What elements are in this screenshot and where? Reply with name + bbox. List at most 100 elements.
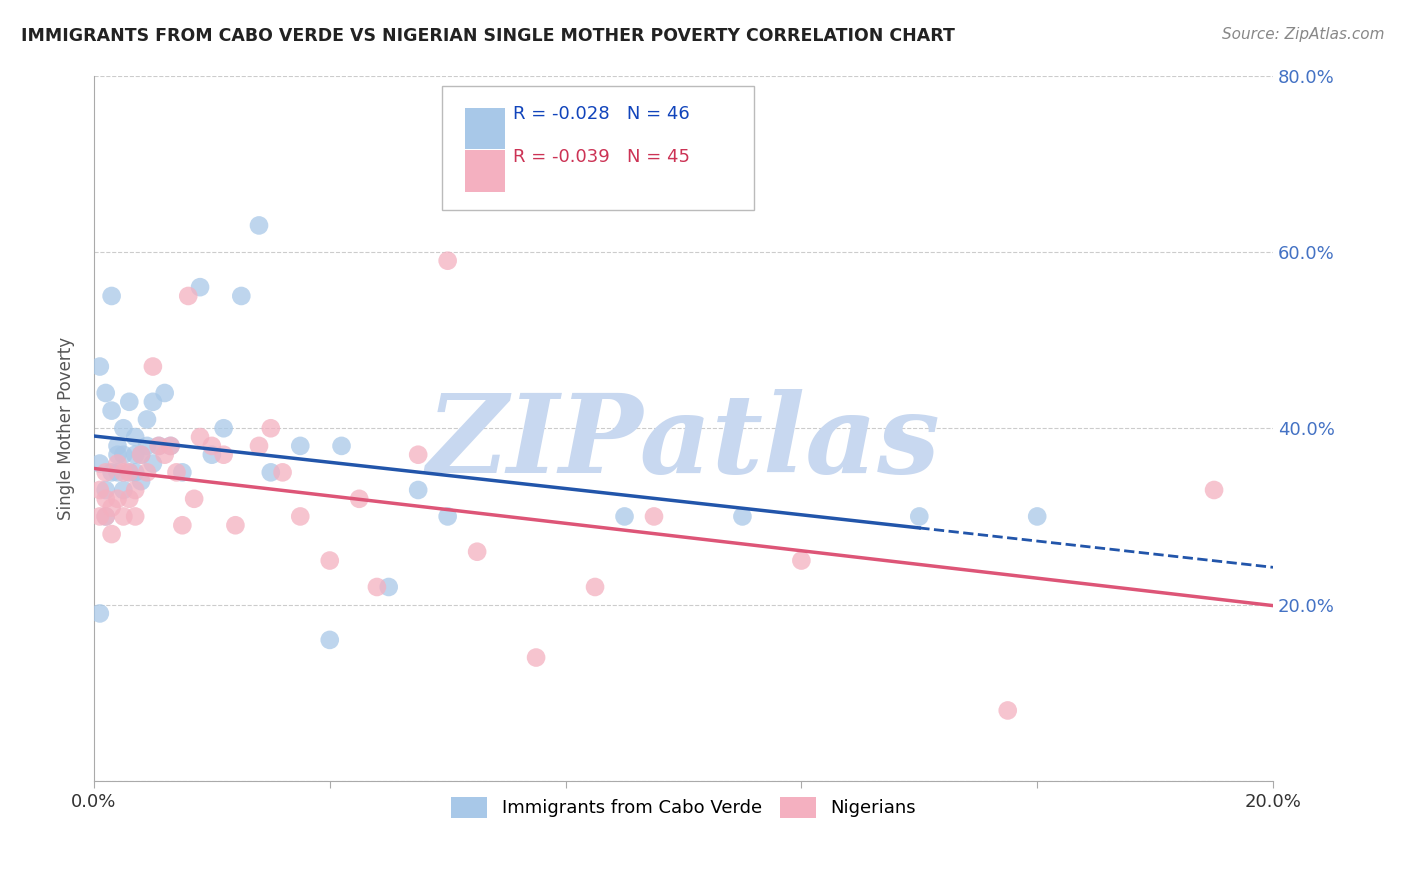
Point — [201, 448, 224, 462]
Point — [524, 650, 547, 665]
Point — [201, 439, 224, 453]
Point — [790, 553, 813, 567]
Point — [148, 439, 170, 453]
Point — [124, 466, 146, 480]
Point — [136, 439, 159, 453]
Point — [247, 439, 270, 453]
Point — [89, 457, 111, 471]
Point — [177, 289, 200, 303]
Point — [100, 500, 122, 515]
FancyBboxPatch shape — [465, 108, 505, 149]
Point — [406, 483, 429, 497]
Point — [118, 466, 141, 480]
FancyBboxPatch shape — [465, 150, 505, 192]
Legend: Immigrants from Cabo Verde, Nigerians: Immigrants from Cabo Verde, Nigerians — [444, 789, 924, 825]
Point — [231, 289, 253, 303]
Point — [100, 403, 122, 417]
Point — [1026, 509, 1049, 524]
Point — [107, 466, 129, 480]
Point — [465, 545, 488, 559]
Point — [107, 448, 129, 462]
Point — [129, 474, 152, 488]
Point — [112, 509, 135, 524]
Point — [643, 509, 665, 524]
Point — [290, 509, 312, 524]
Point — [224, 518, 246, 533]
Point — [997, 703, 1019, 717]
Y-axis label: Single Mother Poverty: Single Mother Poverty — [58, 336, 75, 520]
Point — [172, 518, 194, 533]
Point — [271, 466, 294, 480]
FancyBboxPatch shape — [441, 87, 754, 210]
Point — [319, 632, 342, 647]
Point — [159, 439, 181, 453]
Point — [136, 466, 159, 480]
Point — [290, 439, 312, 453]
Point — [142, 457, 165, 471]
Point — [153, 448, 176, 462]
Point — [124, 448, 146, 462]
Point — [159, 439, 181, 453]
Point — [1202, 483, 1225, 497]
Point — [107, 457, 129, 471]
Point — [129, 448, 152, 462]
Point — [148, 439, 170, 453]
Point — [112, 448, 135, 462]
Point — [188, 430, 211, 444]
Point — [319, 553, 342, 567]
Point — [260, 466, 283, 480]
Point — [731, 509, 754, 524]
Point — [94, 491, 117, 506]
Point — [118, 466, 141, 480]
Point — [107, 439, 129, 453]
Point — [94, 386, 117, 401]
Point — [124, 430, 146, 444]
Point — [406, 448, 429, 462]
Point — [136, 412, 159, 426]
Text: Source: ZipAtlas.com: Source: ZipAtlas.com — [1222, 27, 1385, 42]
Point — [613, 509, 636, 524]
Point — [183, 491, 205, 506]
Text: R = -0.028   N = 46: R = -0.028 N = 46 — [513, 105, 689, 123]
Point — [142, 359, 165, 374]
Point — [89, 607, 111, 621]
Point — [112, 466, 135, 480]
Point — [212, 421, 235, 435]
Point — [366, 580, 388, 594]
Point — [436, 253, 458, 268]
Point — [260, 421, 283, 435]
Point — [107, 491, 129, 506]
Text: ZIPatlas: ZIPatlas — [426, 389, 941, 496]
Point — [89, 359, 111, 374]
Point — [153, 386, 176, 401]
Point — [94, 509, 117, 524]
Point — [100, 466, 122, 480]
Point — [166, 466, 188, 480]
Point — [94, 509, 117, 524]
Text: IMMIGRANTS FROM CABO VERDE VS NIGERIAN SINGLE MOTHER POVERTY CORRELATION CHART: IMMIGRANTS FROM CABO VERDE VS NIGERIAN S… — [21, 27, 955, 45]
Point — [100, 527, 122, 541]
Point — [112, 483, 135, 497]
Point — [908, 509, 931, 524]
Point — [330, 439, 353, 453]
Point — [118, 491, 141, 506]
Point — [583, 580, 606, 594]
Point — [247, 219, 270, 233]
Point — [436, 509, 458, 524]
Point — [124, 483, 146, 497]
Point — [347, 491, 370, 506]
Point — [188, 280, 211, 294]
Point — [112, 421, 135, 435]
Point — [94, 466, 117, 480]
Point — [94, 483, 117, 497]
Point — [172, 466, 194, 480]
Point — [377, 580, 399, 594]
Point — [212, 448, 235, 462]
Point — [89, 509, 111, 524]
Point — [129, 448, 152, 462]
Text: R = -0.039   N = 45: R = -0.039 N = 45 — [513, 148, 689, 166]
Point — [89, 483, 111, 497]
Point — [100, 289, 122, 303]
Point — [124, 509, 146, 524]
Point — [142, 394, 165, 409]
